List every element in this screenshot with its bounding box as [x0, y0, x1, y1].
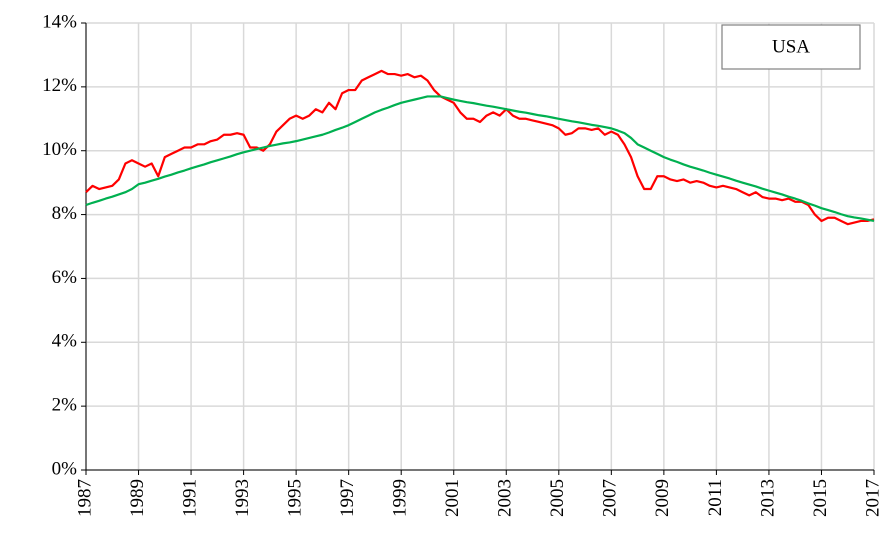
y-tick-label: 8%: [52, 203, 78, 224]
x-tick-label: 2015: [810, 479, 831, 517]
x-tick-label: 2013: [757, 479, 778, 517]
x-tick-label: 2009: [652, 479, 673, 517]
x-tick-label: 1991: [179, 479, 200, 517]
x-tick-label: 2003: [495, 479, 516, 517]
x-tick-label: 1999: [390, 479, 411, 517]
data-line: [85, 95, 875, 223]
y-tick-label: 4%: [52, 331, 78, 352]
annotation-box: [721, 24, 861, 70]
y-tick-label: 14%: [42, 11, 77, 32]
y-tick-label: 0%: [52, 458, 78, 479]
x-tick-label: 2011: [705, 479, 726, 516]
x-tick-label: 1989: [127, 479, 148, 517]
x-tick-label: 2017: [862, 479, 882, 517]
x-tick-label: 1995: [284, 479, 305, 517]
y-tick-label: 12%: [42, 75, 77, 96]
annotation: USA: [772, 36, 810, 57]
y-tick-label: 2%: [52, 395, 78, 416]
y-tick-label: 10%: [42, 139, 77, 160]
x-tick-label: 2007: [600, 479, 621, 517]
x-tick-label: 1987: [74, 479, 95, 517]
data-line: [85, 69, 875, 226]
y-tick-label: 6%: [52, 267, 78, 288]
x-tick-label: 2001: [442, 479, 463, 517]
x-tick-label: 2005: [547, 479, 568, 517]
x-tick-label: 1993: [232, 479, 253, 517]
x-tick-label: 1997: [337, 479, 358, 517]
